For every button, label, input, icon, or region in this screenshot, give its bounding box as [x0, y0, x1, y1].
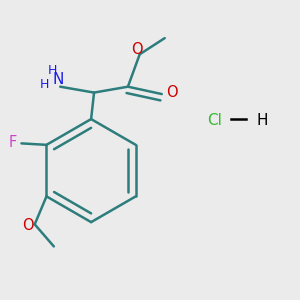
Text: F: F: [9, 135, 17, 150]
Text: H: H: [40, 78, 50, 91]
Text: O: O: [131, 41, 143, 56]
Text: Cl: Cl: [207, 113, 222, 128]
Text: O: O: [166, 85, 178, 100]
Text: H: H: [48, 64, 58, 77]
Text: O: O: [22, 218, 34, 233]
Text: H: H: [256, 113, 268, 128]
Text: N: N: [52, 72, 64, 87]
